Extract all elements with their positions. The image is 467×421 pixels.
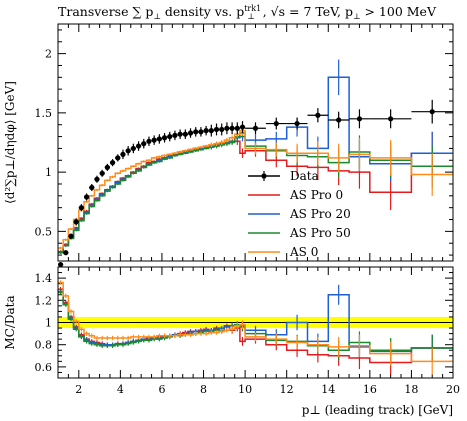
data-point <box>130 145 136 152</box>
data-point <box>208 128 214 134</box>
ratio-axis-ticks: 2 4 6 8 10 12 14 16 18 20 0.6 0.8 1 1.2 1.4 <box>35 267 460 396</box>
ratio-series <box>58 280 453 375</box>
x-tick-label: 6 <box>158 383 165 396</box>
data-point <box>193 129 199 135</box>
data-point <box>73 219 79 225</box>
legend-as-pro-0-label: AS Pro 0 <box>289 188 343 202</box>
y-tick-label: 2 <box>45 48 52 61</box>
legend-data-label: Data <box>290 169 319 183</box>
data-point <box>336 117 342 123</box>
data-point <box>146 138 152 144</box>
data-point <box>219 126 225 133</box>
data-point <box>135 143 142 149</box>
ratio-tick-label: 1.2 <box>35 294 53 307</box>
x-tick-label: 14 <box>321 383 335 396</box>
y-axis-label: ⟨d²∑p⊥/dηdφ⟩ [GeV] <box>3 81 17 204</box>
data-point <box>120 151 126 157</box>
ratio-panel: 2 4 6 8 10 12 14 16 18 20 0.6 0.8 1 1.2 1.4 <box>35 266 460 396</box>
x-tick-label: 10 <box>238 383 252 396</box>
x-tick-label: 20 <box>446 383 460 396</box>
data-point <box>109 160 116 166</box>
y-tick-label: 1 <box>45 166 52 179</box>
data-point <box>388 116 394 122</box>
data-point <box>252 125 259 131</box>
x-tick-label: 18 <box>404 383 418 396</box>
data-point <box>99 170 105 176</box>
as-0-line <box>58 129 453 249</box>
data-point <box>187 130 194 136</box>
data-point <box>203 128 209 134</box>
y-tick-label: 0.5 <box>35 225 53 238</box>
data-point <box>68 233 74 239</box>
data-point <box>356 116 363 122</box>
data-point <box>83 194 90 200</box>
data-point <box>161 135 168 141</box>
ratio-panel-frame <box>57 266 454 379</box>
main-axis-ticks: 0.5 1 1.5 2 <box>35 24 454 261</box>
as-0-ratio-line <box>58 281 453 363</box>
ratio-tick-label: 0.6 <box>35 361 53 374</box>
main-data-points <box>57 99 453 268</box>
data-point <box>78 205 84 211</box>
as-pro-20-line <box>58 76 453 254</box>
data-point <box>224 125 230 131</box>
data-point <box>63 250 69 256</box>
data-point <box>198 129 204 135</box>
legend-as-pro-50-label: AS Pro 50 <box>289 226 351 240</box>
data-point <box>57 261 64 268</box>
x-tick-label: 2 <box>75 383 82 396</box>
y-tick-label: 1.5 <box>35 107 53 120</box>
legend: Data AS Pro 0 AS Pro 20 AS Pro 50 AS 0 <box>248 169 351 259</box>
data-point <box>229 125 235 131</box>
main-panel-frame <box>57 23 454 262</box>
data-point <box>156 136 162 142</box>
ratio-y-axis-label: MC/Data <box>3 295 17 349</box>
data-point <box>213 126 220 133</box>
chart-title: Transverse ∑ p⊥ density vs. ptrk1 ⊥, √s =… <box>58 4 437 21</box>
data-point <box>294 120 300 127</box>
ratio-tick-label: 0.8 <box>35 339 53 352</box>
data-point <box>89 184 95 191</box>
data-point <box>172 132 178 138</box>
data-point <box>239 124 246 130</box>
legend-as-0-label: AS 0 <box>289 245 318 259</box>
main-panel: 0.5 1 1.5 2 Data AS Pro 0 AS Pro 20 AS Pro 50 A… <box>35 23 454 268</box>
data-point <box>141 141 147 147</box>
x-tick-label: 4 <box>117 383 124 396</box>
data-point <box>182 131 188 137</box>
x-axis-label: p⊥ (leading track) [GeV] <box>302 403 453 417</box>
data-point <box>234 125 240 131</box>
data-point <box>429 109 435 115</box>
data-point <box>273 120 279 127</box>
x-tick-label: 12 <box>280 383 294 396</box>
data-point <box>151 137 157 143</box>
ratio-tick-label: 1.4 <box>35 272 53 285</box>
main-series <box>58 59 453 254</box>
x-tick-label: 8 <box>200 383 207 396</box>
data-point <box>167 133 173 140</box>
data-point <box>115 155 121 161</box>
data-point <box>104 164 110 170</box>
data-point <box>315 112 321 118</box>
data-point <box>125 148 131 154</box>
data-point <box>177 131 183 137</box>
ratio-tick-label: 1 <box>45 317 52 330</box>
x-tick-label: 16 <box>363 383 377 396</box>
data-point <box>94 176 100 182</box>
legend-as-pro-20-label: AS Pro 20 <box>289 207 351 221</box>
